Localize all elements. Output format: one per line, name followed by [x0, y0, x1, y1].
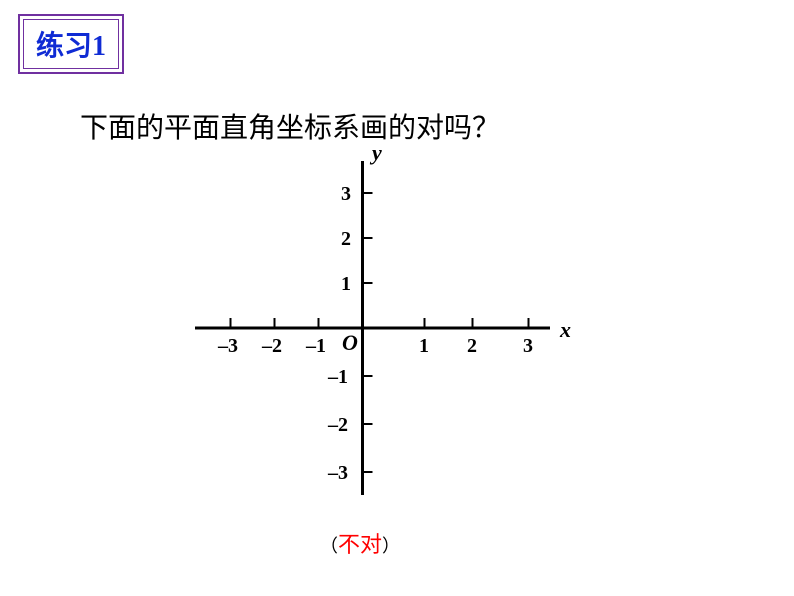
y-label-pos1: 1: [341, 273, 351, 295]
answer-suffix: ）: [382, 536, 400, 556]
x-label-neg2: –2: [261, 335, 282, 357]
y-axis-label: y: [369, 145, 382, 165]
x-axis-label: x: [559, 317, 571, 342]
x-label-pos2: 2: [467, 335, 477, 357]
y-label-pos3: 3: [341, 183, 351, 205]
x-label-pos3: 3: [523, 335, 533, 357]
y-label-neg1: –1: [327, 366, 348, 388]
badge-inner: 练习1: [23, 19, 119, 69]
answer-prefix: （: [320, 536, 338, 556]
y-label-neg3: –3: [327, 462, 348, 484]
y-label-pos2: 2: [341, 228, 351, 250]
y-label-neg2: –2: [327, 414, 348, 436]
badge-label: 练习1: [36, 31, 106, 62]
coordinate-chart: y x O –3 –2 –1 1 2 3 1 2 3 –1 –2 –3: [180, 145, 575, 530]
x-label-neg1: –1: [305, 335, 326, 357]
exercise-badge: 练习1: [18, 14, 124, 74]
question-text: 下面的平面直角坐标系画的对吗？: [80, 106, 500, 146]
x-label-pos1: 1: [419, 335, 429, 357]
answer-text: 不对: [338, 532, 382, 557]
answer: （不对）: [320, 527, 400, 559]
chart-svg: y x O –3 –2 –1 1 2 3 1 2 3 –1 –2 –3: [180, 145, 575, 525]
x-label-neg3: –3: [217, 335, 238, 357]
origin-label: O: [342, 330, 358, 355]
